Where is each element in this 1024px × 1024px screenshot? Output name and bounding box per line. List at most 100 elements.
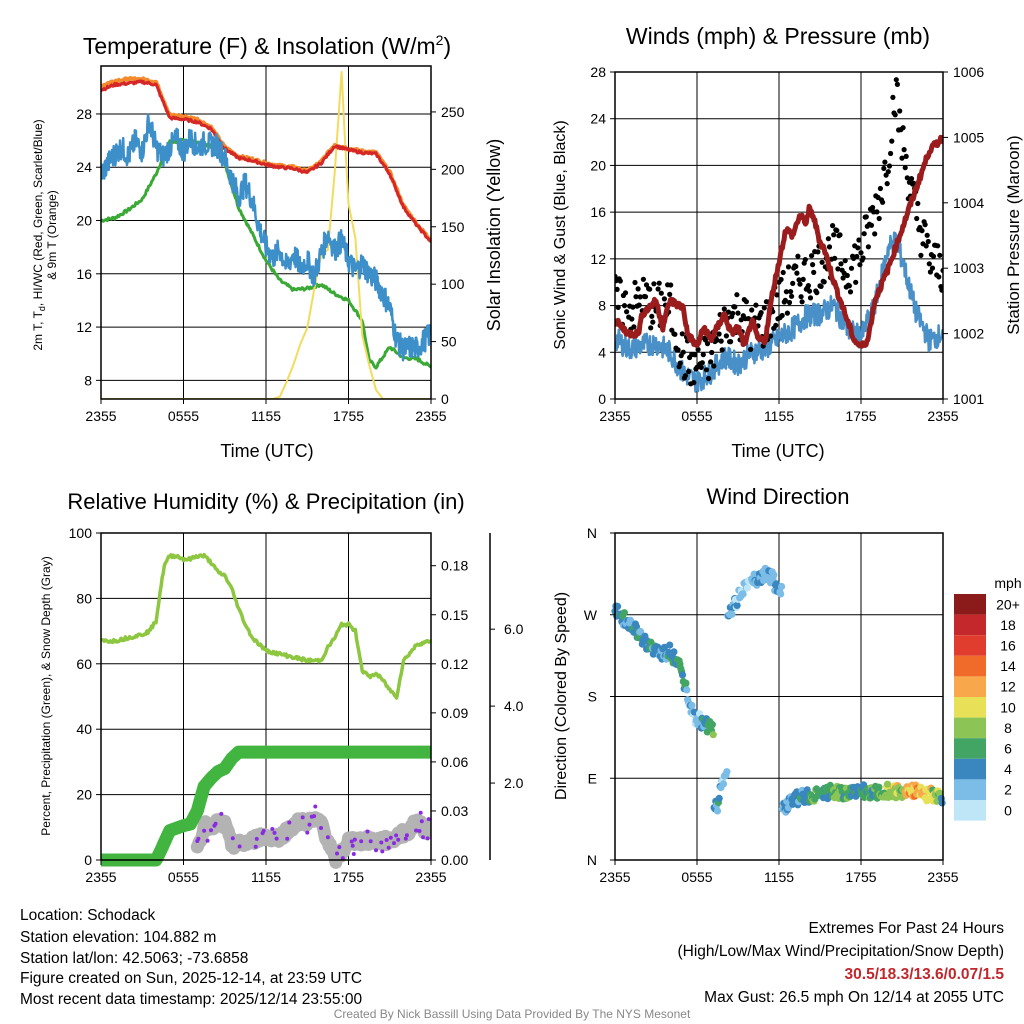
- snow-depth-point: [349, 839, 354, 844]
- direction-xtick-label: 0555: [681, 869, 712, 885]
- snow-depth-point: [305, 830, 310, 835]
- gust-point: [686, 368, 692, 375]
- insolation-y-label: Solar Insolation (Yellow): [484, 139, 504, 331]
- humidity-ytick-label: 60: [76, 656, 92, 672]
- snow-depth-point: [396, 837, 401, 842]
- gust-point: [621, 303, 628, 309]
- legend-swatch: [954, 655, 986, 677]
- gust-point: [667, 291, 673, 297]
- gust-point: [863, 214, 869, 220]
- snow-depth-point: [340, 856, 345, 861]
- gust-point: [889, 138, 895, 144]
- humidity-xtick-label: 2355: [85, 869, 116, 885]
- humidity-xtick-label: 2355: [415, 869, 446, 885]
- gust-point: [780, 269, 786, 276]
- wind-ytick-label: 8: [598, 298, 606, 314]
- wind-ytick-label: 28: [590, 64, 606, 80]
- gust-point: [748, 346, 754, 352]
- snow-depth-point: [209, 828, 213, 833]
- snow-depth-point: [350, 843, 355, 848]
- wind-xtick-label: 2355: [599, 408, 630, 424]
- gust-point: [716, 331, 722, 337]
- max-gust-text: Max Gust: 26.5 mph On 12/14 at 2055 UTC: [704, 989, 1004, 1006]
- gust-point: [925, 238, 931, 245]
- gust-point: [923, 243, 929, 249]
- gust-point: [805, 283, 812, 289]
- gust-point: [735, 310, 741, 316]
- direction-point: [630, 628, 638, 636]
- legend-label: 0: [1004, 802, 1012, 818]
- gust-point: [799, 299, 805, 305]
- gust-point: [838, 261, 844, 267]
- legend-label: 6: [1004, 741, 1012, 757]
- gust-point: [802, 257, 808, 263]
- legend-swatch: [954, 800, 986, 821]
- snow-depth-point: [337, 845, 342, 850]
- snow-depth-point: [414, 828, 419, 833]
- gust-point: [806, 288, 813, 294]
- pressure-ytick-label: 1005: [953, 129, 984, 145]
- gust-point: [936, 274, 942, 280]
- legend-label: 20+: [996, 596, 1020, 612]
- gust-point: [703, 367, 710, 373]
- wind-y-label: Sonic Wind & Gust (Blue, Black): [552, 120, 569, 349]
- direction-point: [713, 807, 722, 815]
- gust-point: [743, 299, 750, 305]
- legend-title: mph: [994, 575, 1021, 591]
- gust-point: [714, 337, 720, 343]
- gust-point: [784, 310, 791, 316]
- sonic-wind-line: [615, 231, 943, 393]
- humidity-ytick-label: 40: [76, 721, 92, 737]
- gust-point: [886, 163, 893, 169]
- snow-depth-point: [307, 822, 312, 827]
- gust-point: [819, 259, 825, 265]
- gust-point: [721, 306, 727, 312]
- snow-depth-point: [335, 851, 339, 856]
- gust-point: [927, 269, 934, 275]
- direction-ytick-label: N: [587, 525, 597, 541]
- legend-swatch: [954, 635, 986, 656]
- direction-point: [875, 783, 883, 791]
- gust-point: [846, 283, 853, 289]
- snow-depth-point: [388, 835, 393, 840]
- snow-depth-point: [368, 839, 373, 844]
- direction-point: [709, 731, 717, 739]
- gust-point: [815, 249, 821, 255]
- gust-point: [648, 325, 654, 331]
- direction-point: [770, 571, 778, 579]
- snow-depth-point: [253, 844, 258, 849]
- gust-point: [888, 150, 894, 157]
- direction-point: [743, 584, 752, 592]
- wind-xtick-label: 1755: [845, 408, 876, 424]
- gust-point: [642, 294, 649, 300]
- gust-point: [679, 331, 685, 337]
- gust-point: [903, 153, 909, 159]
- wind-ytick-label: 12: [590, 251, 606, 267]
- gust-point: [723, 333, 730, 339]
- gust-point: [901, 147, 907, 153]
- pressure-y-label: Station Pressure (Maroon): [1004, 135, 1023, 334]
- gust-point: [785, 264, 792, 270]
- gust-point: [818, 283, 824, 289]
- temperature-y-label-line1: 2m T, Td, HI/WC (Red, Green, Scarlet/Blu…: [31, 119, 47, 350]
- humidity-ytick-label: 80: [76, 590, 92, 606]
- snow-depth-point: [219, 811, 224, 816]
- gust-point: [650, 319, 656, 325]
- gust-point: [706, 375, 712, 382]
- gust-point: [856, 237, 862, 243]
- gust-point: [789, 293, 795, 299]
- direction-ytick-label: W: [584, 607, 598, 623]
- precip-ytick-label: 0.12: [441, 656, 468, 672]
- gust-point: [629, 316, 635, 322]
- gust-point: [631, 324, 637, 330]
- precip-ytick-label: 0.15: [441, 607, 468, 623]
- snow-depth-point: [392, 841, 396, 846]
- gust-point: [790, 280, 796, 286]
- gust-point: [837, 232, 843, 238]
- gust-point: [651, 281, 657, 287]
- temperature-xtick-label: 1155: [251, 408, 281, 424]
- gust-point: [890, 94, 896, 100]
- gust-point: [630, 304, 636, 310]
- humidity-xtick-label: 1755: [333, 869, 364, 885]
- direction-ytick-label: N: [587, 852, 597, 868]
